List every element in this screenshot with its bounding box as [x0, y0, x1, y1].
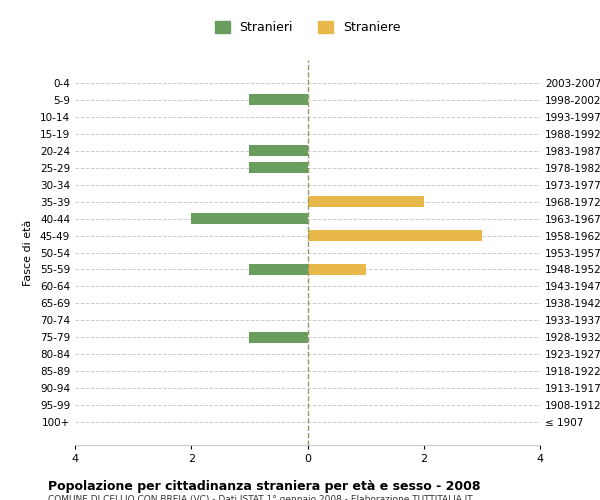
Text: Popolazione per cittadinanza straniera per età e sesso - 2008: Popolazione per cittadinanza straniera p… [48, 480, 481, 493]
Bar [250, 162, 308, 172]
Bar [308, 196, 424, 206]
Bar [250, 94, 308, 104]
Bar [250, 264, 308, 274]
Bar [191, 214, 308, 224]
Bar [250, 332, 308, 342]
Legend: Stranieri, Straniere: Stranieri, Straniere [209, 16, 406, 39]
Text: COMUNE DI CELLIO CON BREIA (VC) - Dati ISTAT 1° gennaio 2008 - Elaborazione TUTT: COMUNE DI CELLIO CON BREIA (VC) - Dati I… [48, 495, 473, 500]
Bar [250, 146, 308, 156]
Bar [308, 230, 482, 240]
Bar [308, 264, 365, 274]
Y-axis label: Fasce di età: Fasce di età [23, 220, 33, 286]
